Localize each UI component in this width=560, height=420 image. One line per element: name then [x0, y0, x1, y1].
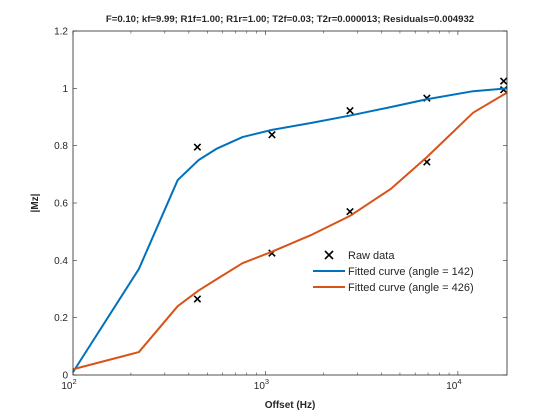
y-tick-label: 1.2 [54, 27, 68, 38]
series-layer [72, 77, 508, 373]
axes-frame [72, 30, 508, 376]
legend: Raw data Fitted curve (angle = 142) Fitt… [313, 250, 474, 294]
y-tick-label: 0.4 [54, 256, 68, 267]
marker-stroke [423, 158, 431, 166]
legend-item-fitted-426: Fitted curve (angle = 426) [313, 282, 474, 294]
marker-stroke [499, 77, 508, 85]
marker-stroke [346, 106, 354, 115]
x-tick-label: 104 [446, 377, 461, 392]
plot-background [73, 31, 507, 375]
legend-marker-x-2 [324, 250, 334, 260]
axes-box [72, 30, 508, 376]
series-line-2 [72, 91, 508, 371]
legend-item-raw-data: Raw data [324, 250, 395, 262]
legend-item-fitted-142: Fitted curve (angle = 142) [313, 266, 474, 278]
data-point-x-marker [268, 131, 276, 139]
legend-label-fitted-426: Fitted curve (angle = 426) [348, 282, 474, 294]
y-tick-label: 0.2 [54, 313, 68, 324]
y-tick-label: 0.6 [54, 199, 68, 210]
marker-stroke [193, 143, 202, 151]
data-point-x-marker [499, 77, 508, 85]
plot-area [73, 31, 507, 375]
series-line-1 [72, 87, 508, 373]
x-axis-label: Offset (Hz) [265, 400, 316, 411]
y-tick-label: 0 [62, 371, 68, 382]
y-tick-label: 0.8 [54, 141, 68, 152]
marker-stroke [346, 207, 354, 216]
marker-stroke [268, 131, 276, 139]
data-point-x-marker [193, 295, 202, 303]
y-axis-label: |Mz| [30, 193, 41, 212]
x-tick-label: 103 [254, 377, 269, 392]
chart-title: F=0.10; kf=9.99; R1f=1.00; R1r=1.00; T2f… [106, 14, 474, 25]
legend-label-raw-data: Raw data [348, 250, 395, 262]
data-point-x-marker [193, 143, 202, 151]
data-point-x-marker [346, 106, 354, 115]
legend-label-fitted-142: Fitted curve (angle = 142) [348, 266, 474, 278]
marker-stroke [193, 295, 202, 303]
y-tick-label: 1 [62, 84, 68, 95]
